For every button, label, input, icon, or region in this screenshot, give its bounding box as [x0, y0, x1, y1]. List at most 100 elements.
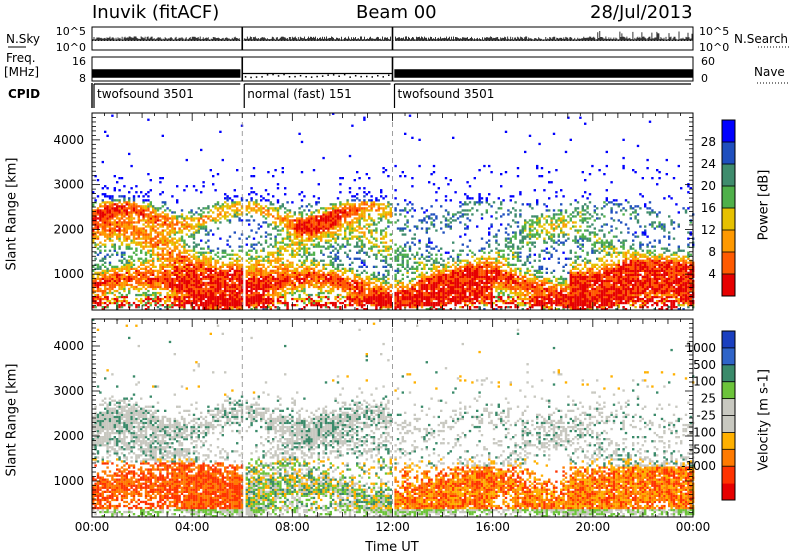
power-cell — [114, 221, 116, 223]
power-cell — [164, 302, 166, 304]
noise-search-point — [197, 40, 198, 41]
power-cell — [358, 286, 360, 288]
power-cell — [111, 217, 113, 219]
power-cell — [394, 292, 396, 294]
power-cell — [277, 256, 279, 258]
power-cell — [140, 284, 142, 286]
power-cell — [193, 250, 195, 252]
power-cell — [236, 286, 238, 288]
power-cell — [373, 246, 375, 248]
power-cell — [111, 268, 113, 270]
power-cell — [382, 238, 384, 240]
noise-search-point — [537, 40, 538, 41]
power-cell — [337, 286, 339, 288]
power-cell — [354, 229, 356, 231]
power-cell — [325, 209, 327, 211]
power-cell — [118, 229, 120, 231]
power-cell — [286, 264, 288, 266]
power-cell — [157, 286, 159, 288]
power-cell — [366, 193, 368, 195]
power-cell — [330, 252, 332, 254]
power-cell — [123, 221, 125, 223]
power-cell — [282, 294, 284, 296]
power-cell — [253, 272, 255, 274]
power-cell — [378, 286, 380, 288]
power-cell — [195, 264, 197, 266]
power-cell — [207, 264, 209, 266]
power-cell — [171, 215, 173, 217]
power-cell — [265, 300, 267, 302]
power-cell — [339, 177, 341, 179]
power-cell — [258, 203, 260, 205]
power-cell — [418, 302, 420, 304]
power-cell — [99, 233, 101, 235]
power-cell — [428, 246, 430, 248]
power-cell — [147, 236, 149, 238]
power-cell — [176, 223, 178, 225]
power-cell — [126, 236, 128, 238]
power-cell — [224, 213, 226, 215]
power-cell — [130, 286, 132, 288]
power-cell — [337, 213, 339, 215]
power-cell — [133, 240, 135, 242]
power-cell — [342, 213, 344, 215]
power-cell — [126, 284, 128, 286]
power-cell — [248, 203, 250, 205]
noise-search-point — [375, 40, 376, 41]
power-cell — [306, 225, 308, 227]
power-cell — [294, 236, 296, 238]
power-cell — [303, 248, 305, 250]
power-cell — [238, 302, 240, 304]
noise-search-point — [417, 40, 418, 41]
power-cell — [128, 225, 130, 227]
power-cell — [207, 260, 209, 262]
power-cell — [380, 229, 382, 231]
power-cell — [303, 292, 305, 294]
power-cell — [104, 227, 106, 229]
power-cell — [126, 231, 128, 233]
power-cell — [140, 272, 142, 274]
noise-search-point — [429, 40, 430, 41]
power-cell — [198, 304, 200, 306]
power-cell — [421, 278, 423, 280]
power-cell — [159, 193, 161, 195]
power-cell — [356, 280, 358, 282]
power-cell — [229, 262, 231, 264]
power-cell — [202, 264, 204, 266]
nave-point — [272, 74, 274, 76]
power-cell — [234, 213, 236, 215]
power-cell — [171, 238, 173, 240]
power-cell — [154, 288, 156, 290]
power-cell — [181, 225, 183, 227]
power-cell — [358, 219, 360, 221]
power-cell — [226, 282, 228, 284]
power-cell — [358, 217, 360, 219]
power-cell — [294, 227, 296, 229]
power-cell — [428, 240, 430, 242]
power-cell — [418, 294, 420, 296]
power-cell — [133, 278, 135, 280]
power-cell — [169, 274, 171, 276]
power-cell — [224, 276, 226, 278]
power-cell — [99, 217, 101, 219]
power-cell — [358, 225, 360, 227]
power-cell — [303, 223, 305, 225]
power-cell — [229, 213, 231, 215]
power-cell — [198, 229, 200, 231]
power-cell — [327, 236, 329, 238]
power-cell — [337, 219, 339, 221]
power-cell — [351, 231, 353, 233]
power-cell — [202, 181, 204, 183]
power-cell — [229, 258, 231, 260]
power-cell — [394, 294, 396, 296]
power-cell — [327, 292, 329, 294]
power-cell — [198, 264, 200, 266]
power-cell — [339, 211, 341, 213]
power-cell — [390, 296, 392, 298]
power-cell — [296, 280, 298, 282]
power-cell — [418, 274, 420, 276]
power-cell — [397, 260, 399, 262]
noise-search-point — [221, 40, 222, 41]
power-cell — [135, 278, 137, 280]
power-cell — [193, 242, 195, 244]
